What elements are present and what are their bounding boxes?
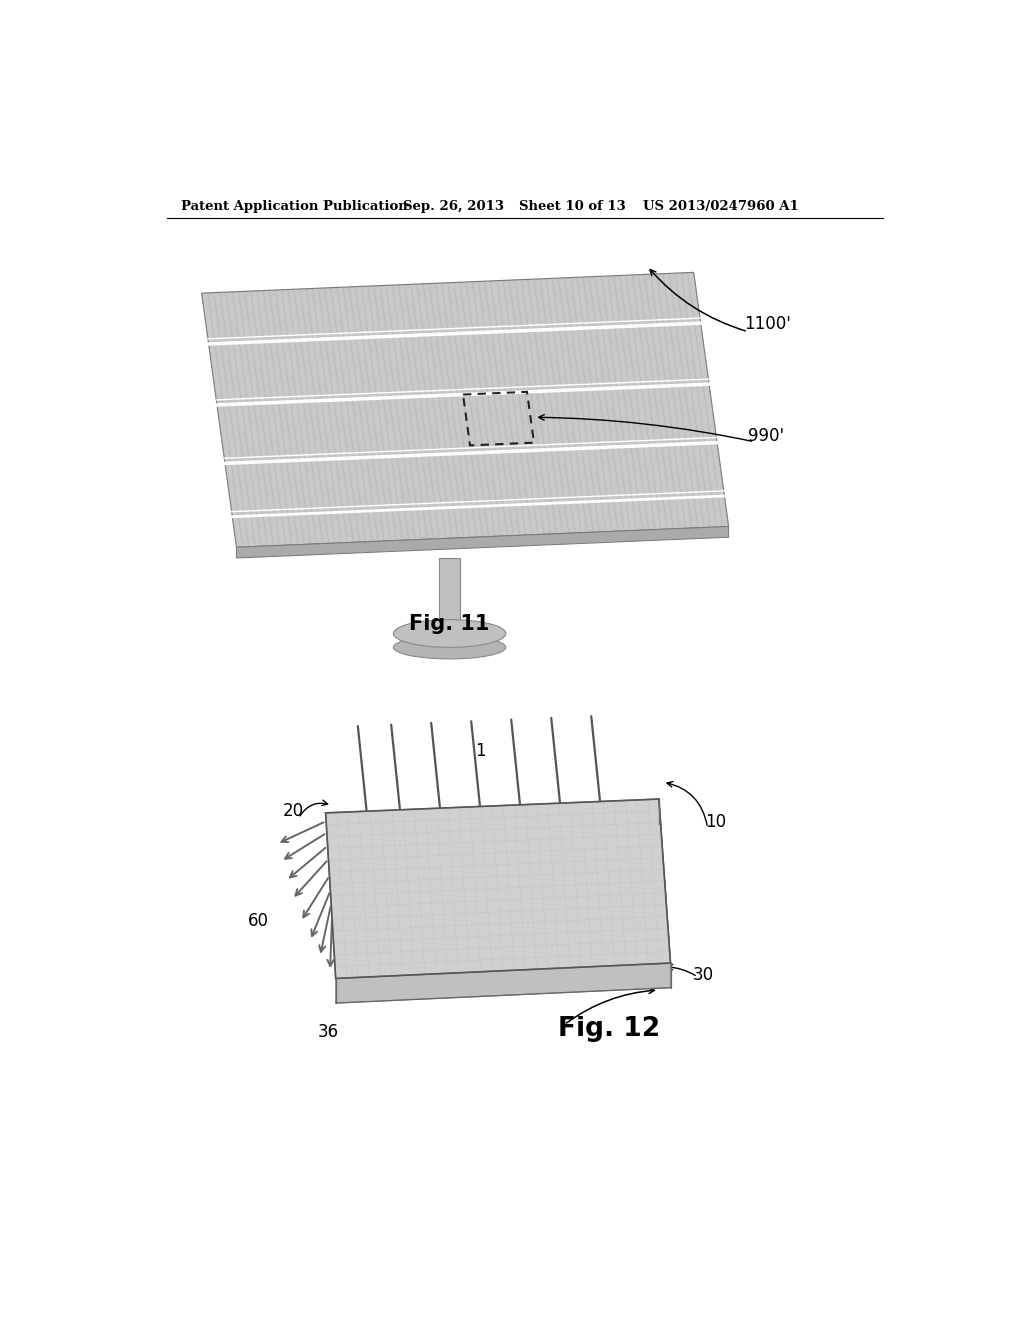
Polygon shape (237, 527, 729, 558)
Text: 1: 1 (475, 742, 486, 760)
Text: Patent Application Publication: Patent Application Publication (180, 201, 408, 214)
Text: 990': 990' (748, 426, 784, 445)
Polygon shape (202, 272, 729, 548)
Text: 60: 60 (248, 912, 269, 929)
Polygon shape (336, 964, 671, 1003)
Bar (438, 558, 461, 627)
Ellipse shape (393, 636, 506, 659)
Text: 1100': 1100' (744, 315, 791, 333)
Text: Sheet 10 of 13: Sheet 10 of 13 (519, 201, 626, 214)
Polygon shape (658, 799, 671, 987)
Polygon shape (326, 799, 671, 978)
Text: 10: 10 (706, 813, 726, 832)
Ellipse shape (393, 619, 506, 647)
Text: Sep. 26, 2013: Sep. 26, 2013 (403, 201, 504, 214)
Text: Fig. 12: Fig. 12 (558, 1015, 660, 1041)
Text: 20: 20 (283, 803, 304, 820)
Text: 36: 36 (317, 1023, 339, 1041)
Text: US 2013/0247960 A1: US 2013/0247960 A1 (643, 201, 799, 214)
Text: Fig. 11: Fig. 11 (410, 614, 489, 634)
Text: 30: 30 (692, 966, 714, 983)
